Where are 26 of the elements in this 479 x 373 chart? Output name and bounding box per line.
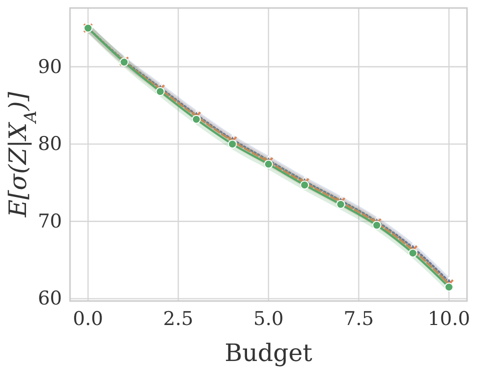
x-tick-label: 0.0 <box>72 308 104 330</box>
x-tick-label: 2.5 <box>163 308 194 330</box>
point <box>228 140 237 149</box>
x-tick-label: 5.0 <box>253 308 284 330</box>
point <box>336 200 346 209</box>
point <box>372 218 382 228</box>
point <box>227 136 238 146</box>
point <box>192 114 201 124</box>
x-tick-label: 7.5 <box>344 308 374 330</box>
y-tick-label: 90 <box>38 56 62 78</box>
y-tick-label: 70 <box>38 210 62 232</box>
x-axis-title: Budget <box>224 339 313 367</box>
point <box>300 180 310 190</box>
point <box>372 220 382 230</box>
point <box>408 248 418 258</box>
point <box>155 84 166 94</box>
point <box>336 197 346 208</box>
x-tick-label: 10.0 <box>428 308 470 330</box>
point <box>444 282 454 292</box>
y-tick-label: 60 <box>38 288 62 310</box>
point <box>191 111 202 122</box>
point <box>408 244 418 255</box>
point <box>300 178 310 188</box>
point <box>264 160 273 169</box>
y-tick-label: 80 <box>38 133 62 156</box>
point <box>156 86 165 96</box>
